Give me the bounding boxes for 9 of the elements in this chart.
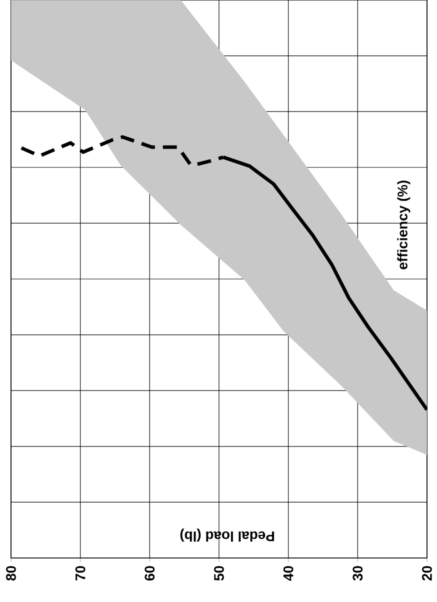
x-tick-label: 20 xyxy=(422,566,432,581)
x-tick-label: 30 xyxy=(352,566,363,581)
x-tick-label: 70 xyxy=(75,566,86,580)
x-tick-label: 50 xyxy=(214,566,224,581)
x-axis-title: Pedal load (lb) xyxy=(180,528,274,542)
x-tick-label: 60 xyxy=(144,566,155,581)
x-tick-label: 40 xyxy=(283,566,294,581)
x-tick-label: 80 xyxy=(6,566,16,581)
y-axis-title: efficiency (%) xyxy=(397,180,410,270)
